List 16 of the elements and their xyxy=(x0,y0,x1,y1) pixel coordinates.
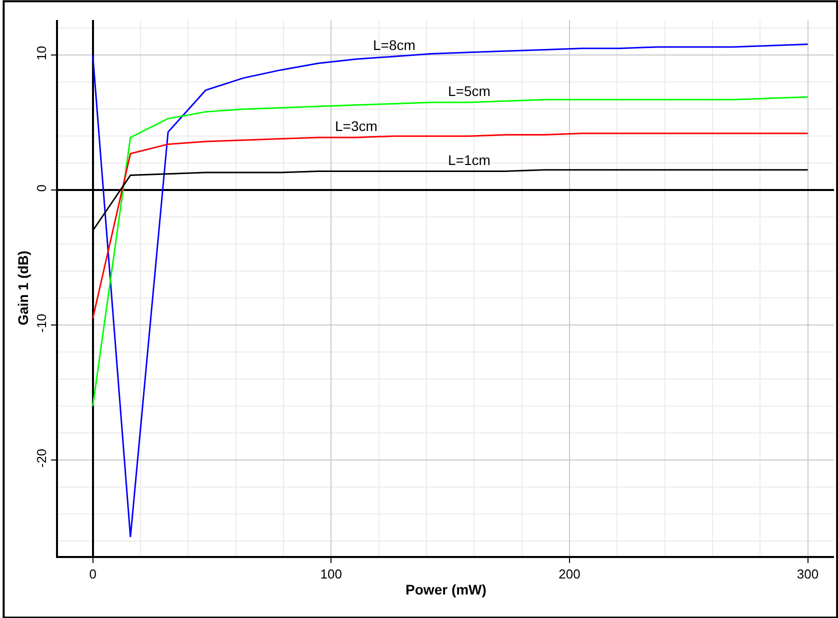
x-axis-title: Power (mW) xyxy=(406,581,486,598)
y-tick-label: 0 xyxy=(34,184,49,192)
x-tick-label: 200 xyxy=(558,566,580,582)
line-series xyxy=(92,96,809,407)
series-label: L=8cm xyxy=(373,37,416,53)
y-tick-label: -10 xyxy=(34,314,49,333)
series-label: L=5cm xyxy=(448,83,490,99)
x-tick-label: 0 xyxy=(89,566,96,582)
y-tick-label: 10 xyxy=(34,46,49,60)
x-tick-label: 100 xyxy=(320,566,342,582)
series-label: L=1cm xyxy=(448,152,490,168)
y-axis-title: Gain 1 (dB) xyxy=(14,250,31,326)
x-tick-label: 300 xyxy=(796,566,819,582)
y-tick-label: -20 xyxy=(34,448,49,468)
line-series xyxy=(92,132,809,320)
series-label: L=3cm xyxy=(335,118,378,134)
